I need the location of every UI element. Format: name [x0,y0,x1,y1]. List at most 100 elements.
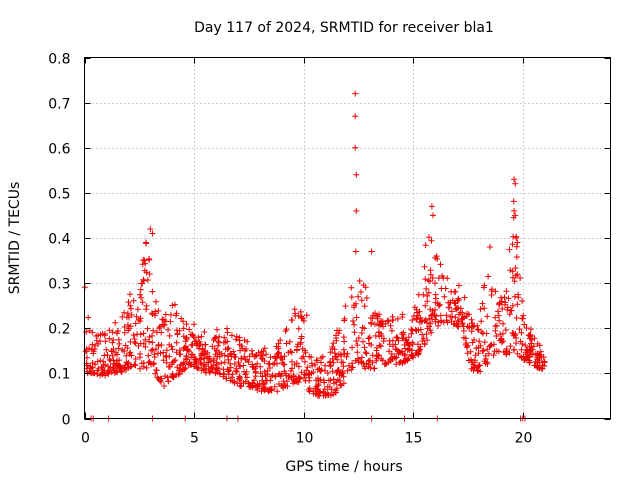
data-point [173,339,180,346]
data-point [473,345,480,352]
data-point [376,333,383,340]
data-point [424,337,431,344]
data-point [416,348,423,355]
data-point [146,338,152,345]
data-point [103,346,110,353]
data-point [421,263,428,270]
data-point [517,275,524,281]
data-point [365,358,372,364]
data-point [531,362,538,369]
data-point [352,113,359,120]
data-point [182,355,189,362]
data-point [152,298,159,305]
data-point [224,346,231,353]
data-point [152,370,159,377]
data-point [169,302,176,309]
data-point [463,313,470,319]
data-point [322,362,329,369]
data-point [394,315,401,322]
data-point [212,351,219,358]
data-point [527,331,534,338]
data-point [461,313,467,320]
data-point [485,350,492,357]
data-point [469,359,476,366]
data-point [435,322,442,329]
data-point [495,308,501,315]
data-point [216,333,223,340]
data-point [352,90,359,97]
data-point [455,317,462,324]
x-tick-label: 0 [81,431,90,447]
data-point [231,361,238,367]
data-point [274,388,281,395]
data-point [124,345,131,351]
data-point [519,315,526,322]
data-point [333,379,340,385]
data-point [128,312,135,318]
data-point [487,244,493,250]
data-point [522,349,529,356]
data-point [451,320,458,327]
data-point [169,346,176,353]
data-point [474,326,481,333]
data-point [112,349,119,356]
data-point [284,378,290,385]
data-point [452,300,459,307]
data-point [385,359,392,366]
data-point [315,375,321,382]
data-point [128,352,135,359]
data-point [155,307,162,314]
data-point [146,271,153,277]
data-point [274,350,281,357]
data-point [507,343,514,350]
data-point [104,352,111,358]
data-point [502,299,509,306]
data-point [310,369,317,376]
data-point [286,338,293,345]
data-point [295,363,302,370]
data-point [353,314,360,321]
data-point [440,274,447,281]
data-point [352,248,359,255]
data-point [393,361,400,368]
data-point [464,350,471,357]
data-point [189,351,196,358]
data-point [228,332,235,339]
data-point [352,144,359,151]
data-point [424,319,430,326]
data-point [422,242,429,249]
data-point [213,359,220,366]
data-point [504,304,511,311]
data-point [132,356,139,362]
data-point [365,335,372,342]
data-point [350,318,356,324]
data-point [262,377,269,384]
data-point [481,339,488,346]
data-point [395,337,402,344]
data-point [137,340,144,347]
data-point [333,385,340,392]
data-point [174,331,181,338]
data-point [198,333,205,340]
data-point [108,348,115,354]
data-point [385,318,392,325]
data-point [158,342,165,349]
data-point [102,361,109,368]
data-point [437,312,444,319]
data-point [402,336,409,343]
data-point [338,352,345,359]
data-point [301,358,308,365]
data-point [427,267,434,274]
data-point [290,380,296,387]
data-point [146,333,153,340]
data-point [319,353,326,360]
y-tick-label: 0.3 [48,277,70,293]
data-point [371,321,378,328]
data-point [293,347,300,354]
data-point [513,243,520,250]
data-point [211,335,218,342]
data-point [466,323,473,330]
data-point [278,370,285,377]
data-point [263,351,270,358]
data-point [274,360,280,367]
